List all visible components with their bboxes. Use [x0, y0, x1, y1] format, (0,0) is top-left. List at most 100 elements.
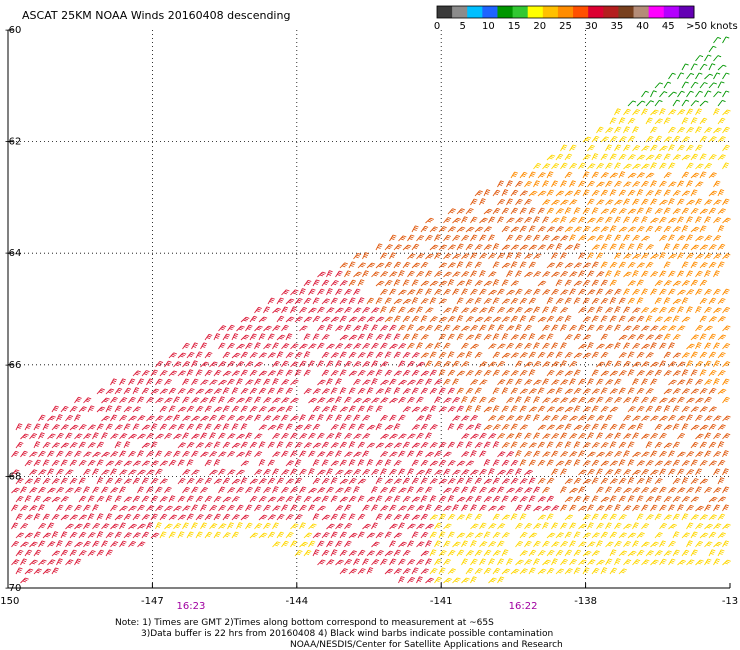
wind-barb: [492, 333, 500, 341]
wind-barb: [713, 468, 721, 476]
wind-barb: [569, 540, 577, 548]
wind-barb: [569, 288, 577, 296]
wind-barb: [636, 387, 645, 395]
wind-barb: [524, 307, 533, 314]
wind-barb: [236, 378, 243, 386]
wind-barb: [510, 477, 519, 485]
wind-barb: [524, 379, 533, 386]
wind-barb: [510, 370, 519, 377]
wind-barb: [618, 153, 627, 161]
wind-barb: [483, 280, 493, 287]
wind-barb: [398, 289, 407, 296]
wind-barb: [312, 315, 321, 323]
wind-barb: [699, 225, 707, 233]
wind-barb: [519, 297, 528, 305]
wind-barb: [569, 162, 578, 170]
wind-barb: [519, 315, 527, 323]
wind-barb: [33, 477, 41, 485]
wind-barb: [681, 243, 690, 251]
wind-barb: [681, 388, 690, 395]
wind-barb: [515, 180, 523, 188]
wind-barb: [659, 504, 667, 512]
wind-barb: [686, 360, 693, 368]
wind-barb: [609, 567, 618, 575]
wind-barb: [623, 306, 631, 314]
wind-barb: [614, 504, 621, 512]
wind-barb: [609, 513, 617, 521]
wind-barb: [326, 270, 333, 278]
wind-barb: [375, 388, 384, 395]
wind-barb: [411, 459, 419, 467]
wind-barb: [443, 253, 452, 260]
wind-barb: [578, 324, 586, 332]
wind-barb: [488, 252, 497, 260]
wind-barb: [699, 297, 708, 305]
wind-barb: [303, 351, 311, 359]
wind-barb: [699, 424, 709, 431]
wind-barb: [510, 334, 519, 341]
wind-barb: [690, 441, 699, 449]
wind-barb: [222, 441, 231, 449]
wind-barb: [497, 433, 506, 440]
wind-barb: [564, 549, 573, 557]
wind-barb: [47, 487, 56, 494]
wind-barb: [546, 297, 554, 305]
wind-barb: [690, 531, 698, 539]
wind-barb: [339, 406, 349, 413]
wind-barb: [87, 459, 96, 467]
wind-barb: [308, 343, 317, 350]
wind-barb: [506, 415, 515, 422]
wind-barb: [672, 388, 681, 395]
wind-barb: [614, 288, 622, 296]
wind-barb: [636, 423, 644, 431]
wind-barb: [492, 567, 501, 575]
wind-barb: [452, 396, 460, 404]
wind-barb: [276, 496, 285, 503]
wind-barb: [254, 451, 263, 458]
wind-barb: [632, 378, 639, 386]
wind-barb: [488, 216, 496, 224]
wind-barb: [24, 532, 34, 539]
wind-barb: [164, 415, 173, 422]
wind-barb: [137, 378, 145, 386]
wind-barb: [573, 424, 583, 431]
wind-barb: [663, 261, 671, 269]
wind-barb: [515, 324, 522, 332]
wind-barb: [47, 559, 56, 566]
wind-barb: [249, 387, 258, 395]
wind-barb: [24, 495, 32, 503]
wind-barb: [546, 513, 554, 521]
wind-barb: [330, 424, 339, 431]
wind-barb: [582, 388, 591, 395]
wind-barb: [488, 415, 497, 422]
wind-barb: [146, 432, 155, 440]
wind-barb: [573, 226, 583, 233]
wind-barb: [258, 316, 268, 323]
wind-barb: [173, 505, 182, 512]
wind-barb: [119, 397, 128, 404]
legend-label: 35: [611, 21, 624, 32]
wind-barb: [699, 460, 708, 467]
wind-barb: [632, 181, 641, 188]
wind-barb: [704, 325, 713, 332]
wind-barb: [492, 351, 501, 359]
wind-barb: [312, 297, 320, 305]
wind-barb: [263, 397, 272, 404]
wind-barb: [177, 388, 186, 395]
wind-barb: [155, 505, 164, 512]
wind-barb: [650, 361, 659, 368]
wind-barb: [164, 450, 173, 458]
wind-barb: [411, 352, 420, 359]
wind-barb: [416, 306, 424, 314]
wind-barb: [591, 477, 599, 485]
wind-barb: [492, 297, 500, 305]
wind-barb: [537, 387, 545, 395]
wind-barb: [663, 514, 673, 521]
wind-barb: [533, 216, 540, 224]
wind-barb: [290, 415, 299, 422]
wind-barb: [254, 504, 262, 512]
wind-barb: [573, 387, 582, 395]
wind-barb: [641, 559, 650, 566]
wind-barb: [263, 325, 272, 332]
wind-barb: [681, 225, 689, 233]
